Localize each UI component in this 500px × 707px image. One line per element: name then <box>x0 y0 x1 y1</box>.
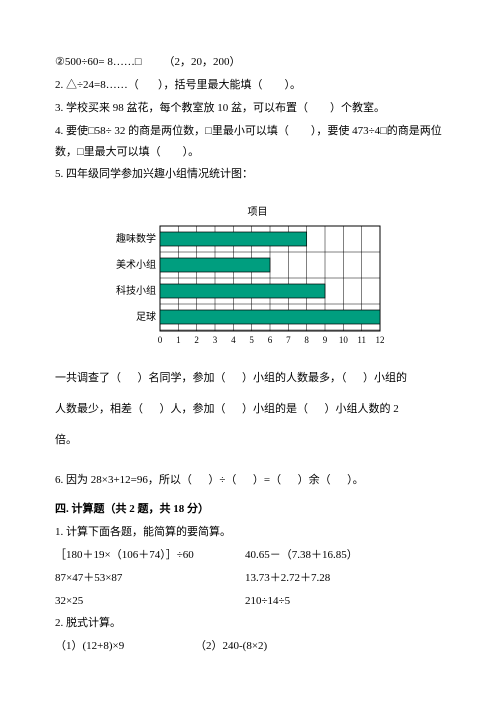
calc-4b: （2）240-(8×2) <box>195 636 267 657</box>
calc-1b: 40.65－（7.38＋16.85） <box>245 545 358 566</box>
svg-text:11: 11 <box>357 335 366 345</box>
svg-text:8: 8 <box>304 335 309 345</box>
svg-text:足球: 足球 <box>136 310 156 323</box>
section-4-title: 四. 计算题（共 2 题，共 18 分） <box>55 499 445 520</box>
calc-row-1: ［180＋19×（106＋74）］÷60 40.65－（7.38＋16.85） <box>55 545 445 566</box>
calc-row-4: （1）(12+8)×9 （2）240-(8×2) <box>55 636 445 657</box>
calc-4a: （1）(12+8)×9 <box>55 636 195 657</box>
calc-3a: 32×25 <box>55 591 245 612</box>
calc-q1: 1. 计算下面各题，能简算的要简算。 <box>55 522 445 543</box>
svg-text:科技小组: 科技小组 <box>116 284 156 297</box>
calc-2b: 13.73＋2.72＋7.28 <box>245 568 330 589</box>
question-3: 3. 学校买来 98 盆花，每个教室放 10 盆，可以布置（ ）个教室。 <box>55 98 445 119</box>
svg-text:5: 5 <box>249 335 254 345</box>
svg-text:0: 0 <box>158 335 163 345</box>
calc-row-3: 32×25 210÷14÷5 <box>55 591 445 612</box>
question-5-line1: 一共调查了（ ）名同学，参加（ ）小组的人数最多，（ ）小组的 <box>55 364 445 393</box>
svg-text:4: 4 <box>231 335 236 345</box>
calc-3b: 210÷14÷5 <box>245 591 290 612</box>
question-5: 5. 四年级同学参加兴趣小组情况统计图： <box>55 164 445 185</box>
question-4: 4. 要使□58÷ 32 的商是两位数，□里最小可以填（ ），要使 473÷4□… <box>55 121 445 163</box>
calc-2a: 87×47＋53×87 <box>55 568 245 589</box>
calc-1a: ［180＋19×（106＋74）］÷60 <box>55 545 245 566</box>
svg-text:美术小组: 美术小组 <box>116 258 156 271</box>
svg-text:3: 3 <box>213 335 218 345</box>
question-1-sub: ②500÷60= 8……□ （2，20，200） <box>55 52 445 73</box>
question-5-line3: 倍。 <box>55 426 445 455</box>
calc-row-2: 87×47＋53×87 13.73＋2.72＋7.28 <box>55 568 445 589</box>
svg-text:1: 1 <box>176 335 181 345</box>
chart-title: 项目 <box>70 203 445 222</box>
chart-svg: 0123456789101112趣味数学美术小组科技小组足球 <box>110 224 400 354</box>
calc-q2: 2. 脱式计算。 <box>55 613 445 634</box>
svg-text:2: 2 <box>194 335 199 345</box>
svg-text:趣味数学: 趣味数学 <box>116 232 156 245</box>
svg-text:10: 10 <box>339 335 349 345</box>
question-5-line2: 人数最少，相差（ ）人，参加（ ）小组的是（ ）小组人数的 2 <box>55 395 445 424</box>
question-6: 6. 因为 28×3+12=96，所以（ ）÷（ ）=（ ）余（ ）。 <box>55 470 445 491</box>
svg-text:6: 6 <box>268 335 273 345</box>
svg-text:7: 7 <box>286 335 291 345</box>
svg-text:12: 12 <box>376 335 385 345</box>
bar-chart: 项目 0123456789101112趣味数学美术小组科技小组足球 <box>110 203 445 354</box>
question-2: 2. △÷24=8……（ ），括号里最大能填（ ）。 <box>55 75 445 96</box>
svg-text:9: 9 <box>323 335 328 345</box>
